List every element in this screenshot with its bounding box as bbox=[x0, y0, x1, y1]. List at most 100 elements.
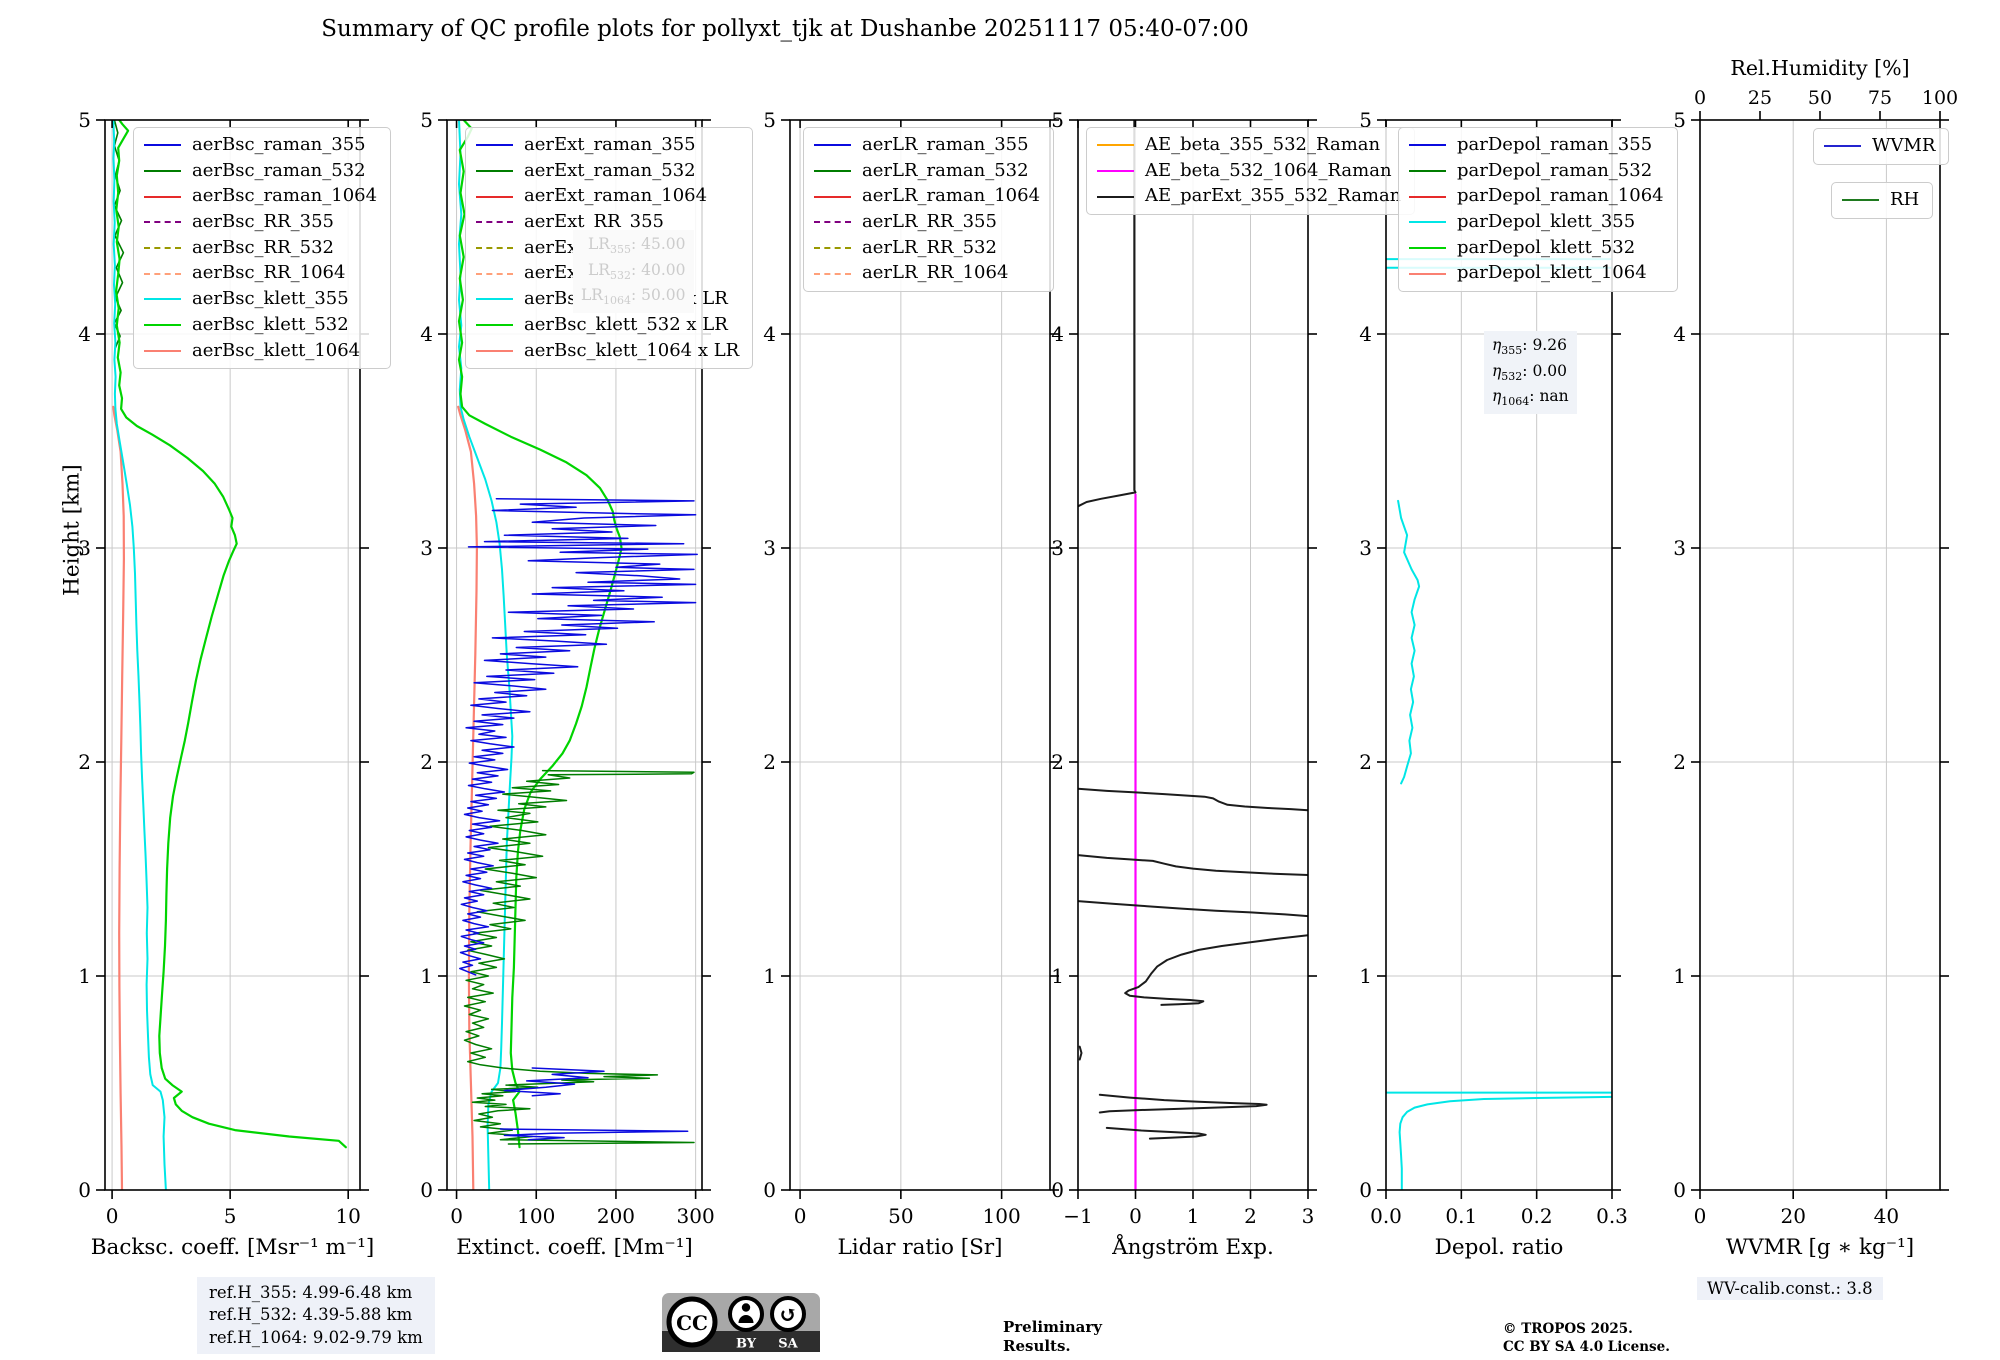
legend-item-aerBsc_klett_532 x LR: aerBsc_klett_532 x LR bbox=[476, 314, 739, 336]
series-AE_parExt_355_532_Raman bbox=[1078, 787, 1308, 812]
legend-item-aerBsc_RR_1064: aerBsc_RR_1064 bbox=[144, 263, 377, 284]
sa-circle bbox=[770, 1296, 806, 1332]
legend-line-swatch bbox=[144, 247, 181, 250]
y-tick-label: 5 bbox=[1051, 108, 1064, 132]
legend-item-aerBsc_raman_355: aerBsc_raman_355 bbox=[144, 134, 377, 156]
legend-item-parDepol_klett_1064: parDepol_klett_1064 bbox=[1409, 263, 1664, 284]
ref-h-355: ref.H_355: 4.99-6.48 km bbox=[209, 1283, 413, 1302]
panel-2-legend: aerExt_raman_355 aerExt_raman_532 aerExt_r… bbox=[465, 127, 754, 370]
legend-item-aerBsc_klett_1064: aerBsc_klett_1064 bbox=[144, 340, 377, 362]
x-tick-label: 20 bbox=[1780, 1204, 1805, 1228]
x-tick-label: 0 bbox=[1129, 1204, 1142, 1228]
panel-1-spines bbox=[104, 119, 361, 1191]
x-tick-label: 100 bbox=[983, 1204, 1021, 1228]
legend-line-swatch bbox=[1097, 144, 1134, 147]
y-tick-label: 2 bbox=[78, 750, 91, 774]
legend-item-aerExt_raman_1064: aerExt_raman_1064 bbox=[476, 186, 739, 207]
y-tick-label: 1 bbox=[420, 964, 433, 988]
by-label: BY bbox=[736, 1337, 757, 1352]
series-aerBsc_klett_1064 bbox=[112, 405, 126, 1190]
cc-by-sa-badge: CC ↺ BY SA bbox=[662, 1293, 820, 1352]
series-aerBsc_klett_355 bbox=[112, 120, 167, 1190]
legend-line-swatch bbox=[144, 221, 181, 224]
y-tick-label: 1 bbox=[1051, 964, 1064, 988]
panel-5-annotation: η355: 9.26 η532: 0.00 η1064: nan bbox=[1484, 331, 1577, 414]
legend-label: aerLR_raman_532 bbox=[862, 159, 1029, 181]
legend-line-swatch bbox=[476, 144, 513, 147]
y-tick-label: 0 bbox=[763, 1178, 776, 1202]
legend-line-swatch bbox=[476, 272, 513, 275]
legend-item-aerLR_raman_1064: aerLR_raman_1064 bbox=[814, 186, 1040, 207]
x-tick-label: 40 bbox=[1874, 1204, 1899, 1228]
y-tick-label: 5 bbox=[420, 108, 433, 132]
preliminary-line-1: Preliminary bbox=[1003, 1318, 1102, 1336]
y-tick-label: 0 bbox=[1051, 1178, 1064, 1202]
legend-item-aerBsc_klett_532: aerBsc_klett_532 bbox=[144, 314, 377, 336]
legend-label: aerBsc_raman_355 bbox=[192, 134, 366, 155]
legend-item-parDepol_raman_355: parDepol_raman_355 bbox=[1409, 134, 1664, 156]
legend-label: aerBsc_RR_532 bbox=[192, 236, 334, 258]
y-tick-label: 3 bbox=[420, 536, 433, 560]
legend-line-swatch bbox=[1409, 170, 1446, 173]
y-tick-label: 0 bbox=[420, 1178, 433, 1202]
x-tick-label: 200 bbox=[597, 1204, 635, 1228]
y-tick-label: 3 bbox=[1051, 536, 1064, 560]
x-tick-label: 0.0 bbox=[1370, 1204, 1402, 1228]
copyright-note: © TROPOS 2025. CC BY SA 4.0 License. bbox=[1503, 1321, 1670, 1356]
legend-label: aerBsc_RR_355 bbox=[192, 211, 334, 233]
legend-item-AE_beta_355_532_Raman: AE_beta_355_532_Raman bbox=[1097, 134, 1401, 156]
x-axis-label: Lidar ratio [Sr] bbox=[837, 1235, 1002, 1260]
legend-line-swatch bbox=[144, 324, 181, 327]
legend-line-swatch bbox=[476, 170, 513, 173]
person-body-icon bbox=[738, 1315, 754, 1323]
legend-line-swatch bbox=[476, 324, 513, 327]
panel-5: 0.0 0.1 0.2 0.3 0 1 2 3 4 5 Depol. ratio bbox=[1359, 108, 1628, 1260]
x-tick-label: 5 bbox=[224, 1204, 237, 1228]
legend-label: AE_beta_532_1064_Raman bbox=[1145, 159, 1392, 181]
x-tick-label: 50 bbox=[888, 1204, 913, 1228]
x-axis-label: Depol. ratio bbox=[1435, 1235, 1564, 1260]
y-tick-label: 4 bbox=[1673, 322, 1686, 346]
legend-line-swatch bbox=[814, 195, 851, 198]
x-tick-label: 2 bbox=[1244, 1204, 1257, 1228]
panel-2-annotation: LR355: 45.00 LR532: 40.00 LR1064: 50.00 bbox=[573, 230, 694, 313]
legend-line-swatch bbox=[144, 272, 181, 275]
y-tick-label: 1 bbox=[1359, 964, 1372, 988]
x-tick-label: 0 bbox=[106, 1204, 119, 1228]
legend-item-aerBsc_RR_532: aerBsc_RR_532 bbox=[144, 236, 377, 259]
legend-label: parDepol_raman_355 bbox=[1457, 134, 1653, 155]
series-AE_parExt_355_532_Raman bbox=[1078, 900, 1308, 918]
legend-label: parDepol_klett_532 bbox=[1457, 236, 1636, 258]
series-parDepol_klett_355 bbox=[1398, 1095, 1612, 1190]
legend-item-aerBsc_raman_1064: aerBsc_raman_1064 bbox=[144, 186, 377, 207]
panel-6: 0 20 40 0 1 2 3 4 5 WVMR [g ∗ kg⁻¹] 0 25 50 75 100 Rel.… bbox=[1673, 56, 1958, 1260]
panel-1-legend: aerBsc_raman_355 aerBsc_raman_532 aerBsc_r… bbox=[133, 127, 392, 370]
panel-6-spines bbox=[1699, 119, 1941, 1191]
panel-2-series bbox=[457, 120, 698, 1190]
y-tick-label: 0 bbox=[1359, 1178, 1372, 1202]
x-tick-label: 10 bbox=[335, 1204, 360, 1228]
legend-line-swatch bbox=[1409, 247, 1446, 250]
legend-label: aerExt_raman_1064 bbox=[524, 185, 708, 207]
legend-item-aerBsc_klett_1064 x LR: aerBsc_klett_1064 x LR bbox=[476, 339, 740, 362]
annotation-line: LR1064: 50.00 bbox=[581, 286, 686, 308]
top-tick-label: 0 bbox=[1694, 87, 1706, 109]
annotation-line: η355: 9.26 bbox=[1492, 336, 1567, 358]
series-aerBsc_klett_1064 x LR bbox=[457, 405, 478, 1190]
legend-line-swatch bbox=[144, 349, 181, 352]
panel-4-grid bbox=[1078, 120, 1308, 1190]
x-axis-label: Extinct. coeff. [Mm⁻¹] bbox=[456, 1235, 693, 1260]
panel-5-spines bbox=[1385, 119, 1613, 1191]
x-tick-label: 0 bbox=[450, 1204, 463, 1228]
legend-item-aerExt_raman_355: aerExt_raman_355 bbox=[476, 134, 739, 156]
series-aerBsc_klett_532 x LR bbox=[457, 120, 623, 1149]
legend-label: aerLR_RR_532 bbox=[862, 236, 997, 258]
sa-label: SA bbox=[778, 1337, 798, 1352]
legend-label: aerBsc_klett_1064 x LR bbox=[524, 339, 740, 361]
legend-label: parDepol_klett_1064 bbox=[1457, 262, 1647, 284]
legend-label: aerLR_raman_355 bbox=[862, 134, 1029, 155]
y-tick-label: 4 bbox=[420, 322, 433, 346]
legend-item-aerLR_raman_355: aerLR_raman_355 bbox=[814, 134, 1040, 156]
legend-line-swatch bbox=[476, 195, 513, 198]
